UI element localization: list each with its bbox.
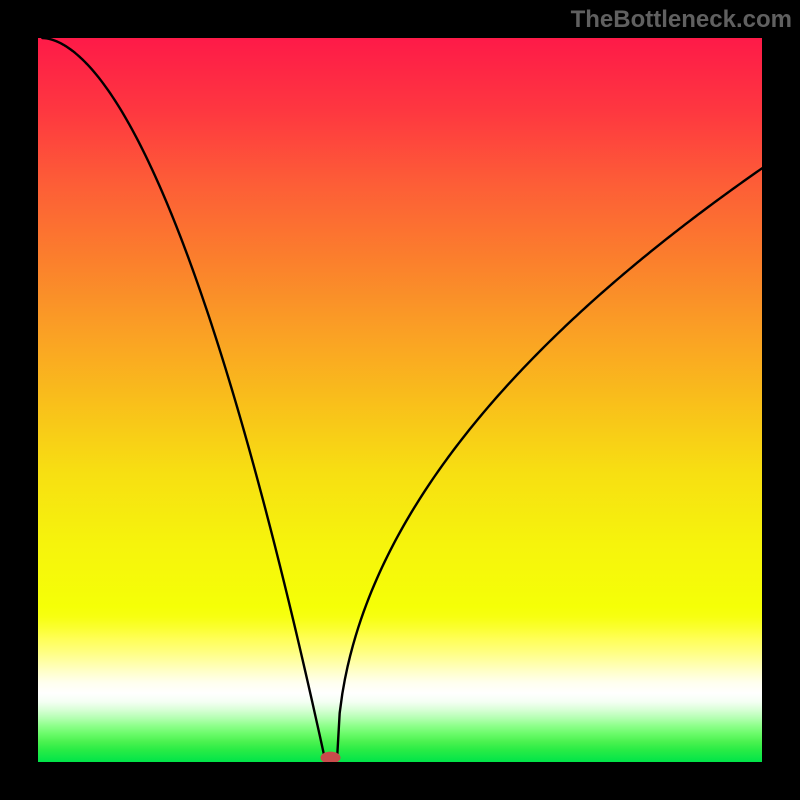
chart-svg	[38, 38, 762, 762]
plot-area	[38, 38, 762, 762]
watermark-text: TheBottleneck.com	[571, 6, 792, 34]
chart-stage: TheBottleneck.com	[0, 0, 800, 800]
gradient-background	[38, 38, 762, 762]
